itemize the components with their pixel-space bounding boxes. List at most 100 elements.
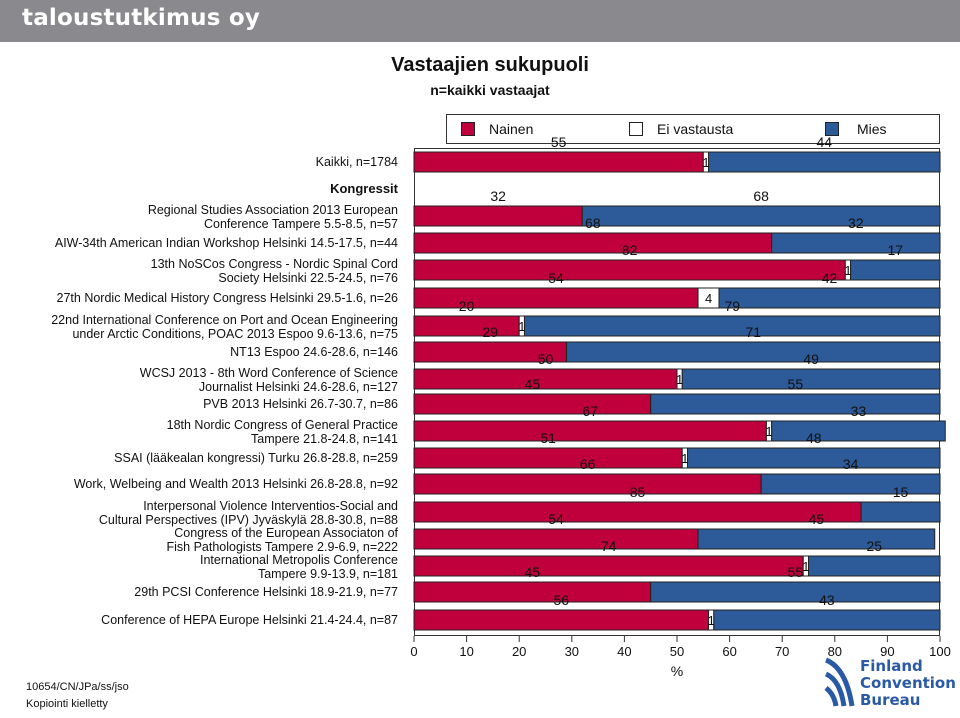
data-label-mies: 42: [822, 270, 838, 286]
row-label-line: Interpersonal Violence Interventios-Soci…: [143, 499, 398, 513]
data-label-nainen: 45: [525, 564, 541, 580]
row-label-line: PVB 2013 Helsinki 26.7-30.7, n=86: [203, 397, 398, 411]
data-label-mies: 15: [893, 484, 909, 500]
row-label: PVB 2013 Helsinki 26.7-30.7, n=86: [203, 397, 398, 411]
data-label-ei-vastausta: 1: [844, 263, 851, 278]
row-label-line: under Arctic Conditions, POAC 2013 Espoo…: [72, 327, 398, 341]
row-label: Interpersonal Violence Interventios-Soci…: [99, 499, 398, 527]
row-label-line: Journalist Helsinki 24.6-28.6, n=127: [199, 380, 398, 394]
data-label-mies: 34: [843, 456, 859, 472]
fcb-line-2: Convention: [860, 674, 956, 692]
footer-copy: Kopiointi kielletty: [26, 698, 108, 710]
bar-mies: [650, 581, 941, 603]
x-tick-label: 50: [670, 644, 684, 659]
legend-swatch-mies: [825, 122, 839, 136]
data-label-mies: 68: [753, 188, 769, 204]
data-label-ei-vastausta: 1: [708, 613, 715, 628]
row-label: AIW-34th American Indian Workshop Helsin…: [55, 236, 398, 250]
data-label-nainen: 68: [585, 215, 601, 231]
data-label-nainen: 56: [553, 592, 569, 608]
row-label: Kaikki, n=1784: [316, 155, 398, 169]
data-label-mies: 44: [816, 134, 832, 150]
row-label: Regional Studies Association 2013 Europe…: [148, 203, 398, 231]
bar-nainen: [413, 368, 678, 390]
row-label: NT13 Espoo 24.6-28.6, n=146: [230, 345, 398, 359]
bar-mies: [808, 555, 941, 577]
row-label-line: 27th Nordic Medical History Congress Hel…: [57, 291, 399, 305]
fcb-mark-icon: [824, 657, 855, 707]
x-tick-label: 0: [410, 644, 417, 659]
fcb-line-3: Bureau: [860, 691, 921, 709]
row-label-line: Kongressit: [330, 181, 399, 196]
data-label-ei-vastausta: 1: [802, 559, 809, 574]
bar-mies: [771, 420, 946, 442]
data-label-mies: 71: [745, 324, 761, 340]
data-label-ei-vastausta: 1: [765, 424, 772, 439]
data-label-nainen: 66: [580, 456, 596, 472]
row-label-line: 29th PCSI Conference Helsinki 18.9-21.9,…: [134, 585, 398, 599]
brand-logo: taloustutkimus oy: [22, 5, 261, 31]
data-label-mies: 55: [788, 564, 804, 580]
data-label-mies: 45: [809, 511, 825, 527]
bar-mies: [850, 259, 941, 281]
row-label-line: WCSJ 2013 - 8th Word Conference of Scien…: [140, 366, 398, 380]
data-label-mies: 55: [788, 376, 804, 392]
bar-mies: [681, 368, 941, 390]
row-label-line: Conference Tampere 5.5-8.5, n=57: [204, 217, 398, 231]
data-label-mies: 32: [848, 215, 864, 231]
row-label-line: 13th NoSCos Congress - Nordic Spinal Cor…: [151, 257, 398, 271]
row-label-line: 18th Nordic Congress of General Practice: [167, 418, 398, 432]
x-tick-label: 70: [775, 644, 789, 659]
legend-label-ei-vastausta: Ei vastausta: [657, 121, 734, 137]
bar-nainen: [413, 581, 652, 603]
chart-legend: Nainen Ei vastausta Mies: [446, 114, 940, 144]
data-label-ei-vastausta: 1: [681, 451, 688, 466]
row-label-line: Kaikki, n=1784: [316, 155, 398, 169]
data-label-mies: 43: [819, 592, 835, 608]
header-bar: taloustutkimus oy: [0, 0, 960, 42]
bar-nainen: [413, 447, 683, 469]
row-label-line: Conference of HEPA Europe Helsinki 21.4-…: [101, 613, 398, 627]
data-label-mies: 17: [888, 242, 904, 258]
footer-code: 10654/CN/JPa/ss/jso: [26, 681, 129, 693]
bar-nainen: [413, 232, 773, 254]
row-label-line: Regional Studies Association 2013 Europe…: [148, 203, 398, 217]
data-label-ei-vastausta: 1: [676, 372, 683, 387]
data-label-nainen: 54: [548, 511, 564, 527]
data-label-nainen: 82: [622, 242, 638, 258]
row-label: 29th PCSI Conference Helsinki 18.9-21.9,…: [134, 585, 398, 599]
bar-nainen: [413, 151, 704, 173]
row-label-line: 22nd International Conference on Port an…: [51, 313, 398, 327]
data-label-ei-vastausta: 1: [518, 319, 525, 334]
row-label-line: Tampere 21.8-24.8, n=141: [251, 432, 398, 446]
bar-nainen: [413, 287, 699, 309]
bar-mies: [760, 473, 941, 495]
bar-nainen: [413, 528, 699, 550]
row-label-line: International Metropolis Conference: [200, 553, 398, 567]
bar-mies: [581, 205, 941, 227]
data-label-mies: 49: [803, 351, 819, 367]
row-label-line: NT13 Espoo 24.6-28.6, n=146: [230, 345, 398, 359]
data-label-nainen: 45: [525, 376, 541, 392]
x-tick-label: 20: [512, 644, 526, 659]
row-label-line: AIW-34th American Indian Workshop Helsin…: [55, 236, 398, 250]
row-label: Conference of HEPA Europe Helsinki 21.4-…: [101, 613, 398, 627]
x-tick-label: 30: [565, 644, 579, 659]
row-label: WCSJ 2013 - 8th Word Conference of Scien…: [140, 366, 398, 394]
bar-mies: [860, 501, 941, 523]
bar-nainen: [413, 393, 652, 415]
data-label-nainen: 85: [630, 484, 646, 500]
x-tick-label: 60: [722, 644, 736, 659]
x-tick-label: 80: [828, 644, 842, 659]
row-label-line: Work, Welbeing and Wealth 2013 Helsinki …: [74, 477, 398, 491]
row-label: 13th NoSCos Congress - Nordic Spinal Cor…: [151, 257, 398, 285]
row-label: SSAI (lääkealan kongressi) Turku 26.8-28…: [114, 451, 398, 465]
data-label-mies: 33: [851, 403, 867, 419]
data-label-ei-vastausta: 4: [705, 291, 712, 306]
bar-mies: [713, 609, 941, 631]
chart-title: Vastaajien sukupuoli: [391, 54, 589, 76]
bar-nainen: [413, 259, 846, 281]
data-label-mies: 48: [806, 430, 822, 446]
data-label-ei-vastausta: 1: [702, 155, 709, 170]
